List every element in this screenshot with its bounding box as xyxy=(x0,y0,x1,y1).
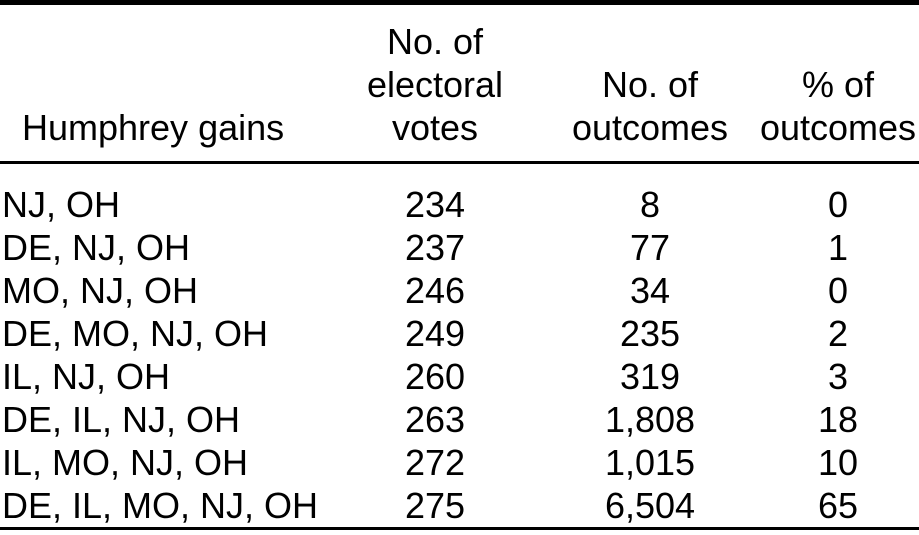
cell-electoral-votes: 237 xyxy=(404,227,466,268)
cell-pct-of-outcomes: 2 xyxy=(827,313,849,354)
cell-humphrey-gains: IL, NJ, OH xyxy=(2,356,171,397)
table-row: MO, NJ, OH 246 34 0 xyxy=(0,269,919,312)
cell-no-of-outcomes: 77 xyxy=(629,227,671,268)
table-row: IL, MO, NJ, OH 272 1,015 10 xyxy=(0,441,919,484)
table-row: DE, IL, NJ, OH 263 1,808 18 xyxy=(0,398,919,441)
cell-humphrey-gains: NJ, OH xyxy=(2,184,121,225)
table-row: NJ, OH 234 8 0 xyxy=(0,163,919,227)
header-row: Humphrey gains No. of electoral votes No… xyxy=(0,2,919,164)
cell-electoral-votes: 275 xyxy=(404,485,466,526)
table-row: DE, MO, NJ, OH 249 235 2 xyxy=(0,312,919,355)
cell-humphrey-gains: DE, IL, NJ, OH xyxy=(2,399,241,440)
cell-no-of-outcomes: 1,808 xyxy=(604,399,696,440)
col-header-humphrey-gains: Humphrey gains xyxy=(0,2,327,164)
cell-pct-of-outcomes: 1 xyxy=(827,227,849,268)
table-row: IL, NJ, OH 260 319 3 xyxy=(0,355,919,398)
cell-humphrey-gains: DE, MO, NJ, OH xyxy=(2,313,269,354)
col-header-electoral-votes: No. of electoral votes xyxy=(327,2,543,164)
cell-pct-of-outcomes: 0 xyxy=(827,184,849,225)
cell-electoral-votes: 246 xyxy=(404,270,466,311)
cell-no-of-outcomes: 6,504 xyxy=(604,485,696,526)
cell-electoral-votes: 272 xyxy=(404,442,466,483)
cell-no-of-outcomes: 34 xyxy=(629,270,671,311)
cell-no-of-outcomes: 235 xyxy=(619,313,681,354)
cell-humphrey-gains: MO, NJ, OH xyxy=(2,270,198,311)
col-header-no-of-outcomes: No. of outcomes xyxy=(543,2,757,164)
cell-pct-of-outcomes: 65 xyxy=(817,485,859,526)
table-body: NJ, OH 234 8 0 DE, NJ, OH 237 77 1 MO, NJ, OH 246… xyxy=(0,163,919,529)
cell-no-of-outcomes: 1,015 xyxy=(604,442,696,483)
cell-pct-of-outcomes: 0 xyxy=(827,270,849,311)
col-header-pct-of-outcomes: % of outcomes xyxy=(757,2,919,164)
cell-humphrey-gains: IL, MO, NJ, OH xyxy=(2,442,249,483)
cell-no-of-outcomes: 8 xyxy=(639,184,661,225)
cell-no-of-outcomes: 319 xyxy=(619,356,681,397)
cell-electoral-votes: 263 xyxy=(404,399,466,440)
table-row: DE, NJ, OH 237 77 1 xyxy=(0,226,919,269)
cell-humphrey-gains: DE, IL, MO, NJ, OH xyxy=(2,485,319,526)
table-row: DE, IL, MO, NJ, OH 275 6,504 65 xyxy=(0,484,919,529)
cell-electoral-votes: 234 xyxy=(404,184,466,225)
cell-pct-of-outcomes: 3 xyxy=(827,356,849,397)
cell-pct-of-outcomes: 18 xyxy=(817,399,859,440)
cell-pct-of-outcomes: 10 xyxy=(817,442,859,483)
cell-electoral-votes: 260 xyxy=(404,356,466,397)
cell-electoral-votes: 249 xyxy=(404,313,466,354)
cell-humphrey-gains: DE, NJ, OH xyxy=(2,227,191,268)
